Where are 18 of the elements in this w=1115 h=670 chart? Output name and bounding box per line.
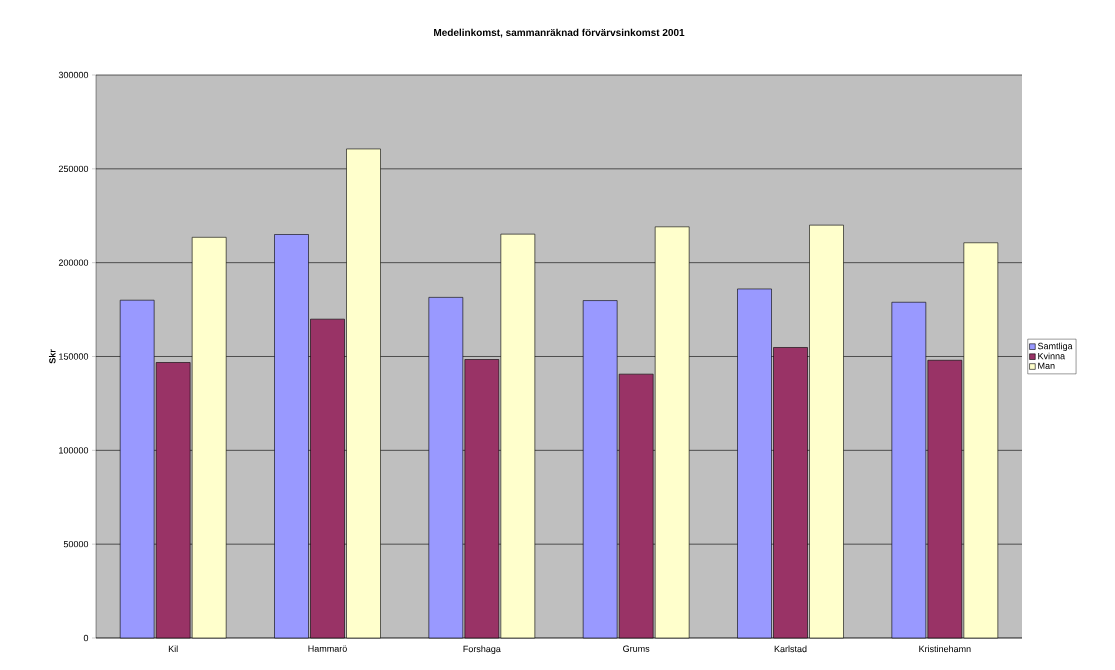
- y-tick-label: 0: [83, 634, 89, 642]
- y-tick-label: 250000: [58, 165, 89, 173]
- x-tick-label: Grums: [623, 645, 650, 652]
- y-tick-label: 100000: [59, 447, 89, 454]
- y-tick-label: 200000: [58, 259, 89, 266]
- x-tick-label: Hammarö: [308, 645, 347, 652]
- x-tick-label: Forshaga: [463, 645, 501, 654]
- legend-label: Kvinna: [1038, 352, 1066, 360]
- x-tick-label: Kristinehamn: [919, 645, 971, 653]
- y-tick-label: 300000: [58, 71, 89, 79]
- legend-label: Man: [1038, 362, 1055, 369]
- legend-label: Samtliga: [1037, 342, 1073, 352]
- y-tick-label: 50000: [63, 540, 89, 548]
- x-tick-label: Kil: [168, 645, 178, 653]
- y-axis-title: Skr: [48, 349, 56, 364]
- x-tick-label: Karlstad: [774, 645, 807, 653]
- chart-title: Medelinkomst, sammanräknad förvärvsinkomst 2001: [434, 28, 685, 38]
- y-tick-label: 150000: [59, 353, 89, 360]
